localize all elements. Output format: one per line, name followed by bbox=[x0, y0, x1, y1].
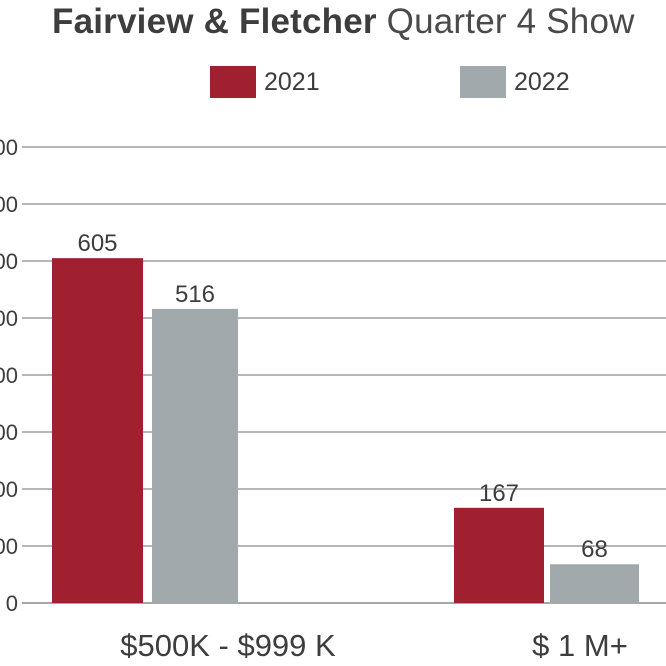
y-tick-label: 800 bbox=[0, 135, 18, 160]
chart-title-rest: Quarter 4 Show bbox=[376, 2, 635, 41]
data-label-2021-cat0: 605 bbox=[77, 230, 117, 257]
bar-2021-cat1 bbox=[454, 507, 544, 603]
y-tick-label: 500 bbox=[0, 306, 18, 331]
legend-item-2022: 2022 bbox=[460, 66, 570, 98]
chart-legend: 2021 2022 bbox=[0, 66, 666, 102]
y-tick-label: 700 bbox=[0, 192, 18, 217]
x-category-label: $500K - $999 K bbox=[120, 628, 336, 663]
chart-title: Fairview & Fletcher Quarter 4 Show bbox=[52, 2, 635, 42]
legend-swatch-2021 bbox=[210, 66, 256, 98]
y-tick-label: 100 bbox=[0, 534, 18, 559]
y-tick-label: 300 bbox=[0, 420, 18, 445]
data-label-2021-cat1: 167 bbox=[479, 480, 519, 507]
y-tick-label: 0 bbox=[6, 591, 18, 616]
y-tick-label: 600 bbox=[0, 249, 18, 274]
legend-label-2022: 2022 bbox=[514, 67, 570, 96]
legend-swatch-2022 bbox=[460, 66, 506, 98]
legend-item-2021: 2021 bbox=[210, 66, 320, 98]
data-label-2022-cat1: 68 bbox=[581, 536, 608, 563]
x-category-label: $ 1 M+ bbox=[532, 628, 628, 663]
y-tick-label: 200 bbox=[0, 477, 18, 502]
bar-2022-cat0 bbox=[152, 308, 238, 603]
data-label-2022-cat0: 516 bbox=[175, 281, 215, 308]
chart-title-bold: Fairview & Fletcher bbox=[52, 2, 377, 41]
bar-2021-cat0 bbox=[52, 258, 143, 603]
legend-label-2021: 2021 bbox=[264, 67, 320, 96]
y-tick-label: 400 bbox=[0, 363, 18, 388]
bar-2022-cat1 bbox=[550, 564, 639, 603]
